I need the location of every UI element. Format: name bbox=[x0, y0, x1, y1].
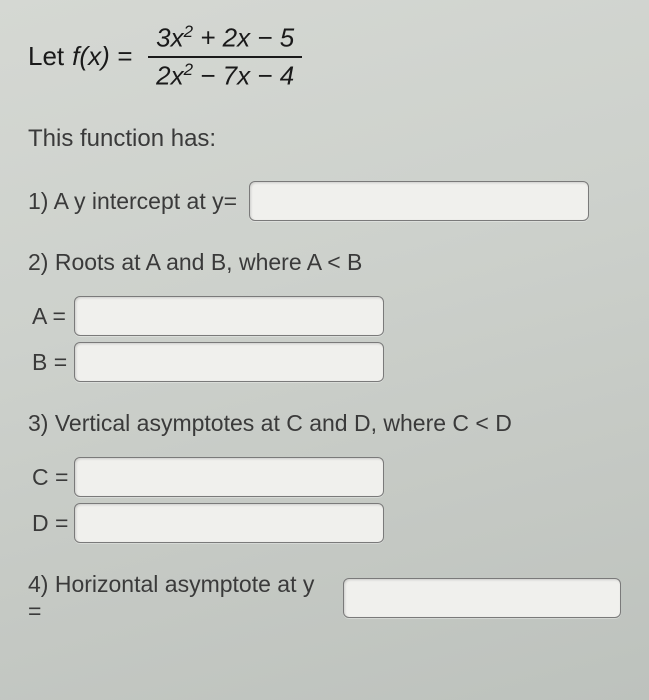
root-b-input[interactable] bbox=[74, 342, 384, 382]
label-c: C = bbox=[32, 464, 74, 491]
function-definition: Let f(x) = 3x2 + 2x − 5 2x2 − 7x − 4 bbox=[28, 20, 621, 93]
section-heading: This function has: bbox=[28, 125, 621, 153]
label-a: A = bbox=[32, 303, 74, 330]
answer-row-c: C = bbox=[32, 457, 621, 497]
y-intercept-input[interactable] bbox=[249, 181, 589, 221]
answer-row-d: D = bbox=[32, 503, 621, 543]
fraction: 3x2 + 2x − 5 2x2 − 7x − 4 bbox=[148, 20, 302, 93]
q1-text: 1) A y intercept at y= bbox=[28, 188, 237, 215]
answer-row-b: B = bbox=[32, 342, 621, 382]
label-d: D = bbox=[32, 510, 74, 537]
q3-text: 3) Vertical asymptotes at C and D, where… bbox=[28, 410, 621, 437]
fx-label: f(x) = bbox=[72, 41, 132, 72]
q4-text: 4) Horizontal asymptote at y = bbox=[28, 571, 331, 625]
asymptote-d-input[interactable] bbox=[74, 503, 384, 543]
asymptote-c-input[interactable] bbox=[74, 457, 384, 497]
horizontal-asymptote-input[interactable] bbox=[343, 578, 621, 618]
numerator: 3x2 + 2x − 5 bbox=[148, 20, 302, 58]
let-label: Let bbox=[28, 41, 64, 72]
denominator: 2x2 − 7x − 4 bbox=[148, 58, 302, 94]
question-4: 4) Horizontal asymptote at y = bbox=[28, 571, 621, 625]
root-a-input[interactable] bbox=[74, 296, 384, 336]
q2-text: 2) Roots at A and B, where A < B bbox=[28, 249, 621, 276]
label-b: B = bbox=[32, 349, 74, 376]
question-1: 1) A y intercept at y= bbox=[28, 181, 621, 221]
answer-row-a: A = bbox=[32, 296, 621, 336]
